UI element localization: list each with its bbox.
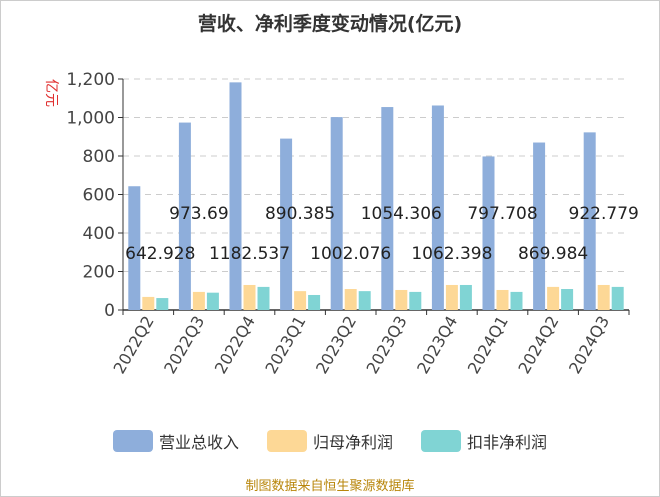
- data-label: 922.779: [569, 204, 639, 224]
- bar-2: [510, 291, 523, 310]
- y-tick-label: 200: [83, 263, 115, 283]
- legend-item[interactable]: 扣非净利润: [421, 429, 547, 453]
- x-tick-label: 2023Q1: [261, 313, 309, 377]
- bar-2: [156, 298, 169, 310]
- x-tick-label: 2022Q2: [110, 313, 158, 377]
- data-label: 797.708: [467, 204, 537, 224]
- data-label: 869.984: [518, 244, 588, 264]
- bar-0: [229, 82, 242, 310]
- x-tick-label: 2022Q4: [211, 313, 259, 377]
- data-label: 1002.076: [310, 244, 391, 264]
- bar-1: [142, 296, 155, 310]
- legend-item[interactable]: 归母净利润: [266, 429, 393, 453]
- bar-0: [128, 186, 141, 310]
- bar-2: [409, 291, 422, 310]
- bar-1: [294, 291, 307, 310]
- bar-1: [192, 291, 205, 310]
- bar-1: [547, 286, 560, 310]
- bar-2: [459, 284, 472, 310]
- bar-1: [243, 284, 256, 310]
- x-tick-label: 2023Q4: [413, 313, 461, 377]
- y-tick-label: 1,000: [66, 109, 115, 129]
- bar-2: [308, 294, 321, 310]
- bar-1: [395, 289, 408, 310]
- x-tick-label: 2024Q1: [464, 313, 512, 377]
- legend-label: 归母净利润: [312, 433, 393, 452]
- data-label: 1182.537: [209, 244, 290, 264]
- bar-0: [178, 122, 191, 311]
- y-tick-label: 0: [104, 301, 115, 321]
- x-tick-label: 2024Q3: [565, 313, 613, 377]
- bar-1: [445, 284, 458, 310]
- x-tick-label: 2022Q3: [160, 313, 208, 377]
- y-tick-label: 600: [83, 186, 115, 206]
- bar-0: [431, 105, 444, 310]
- data-label: 1062.398: [411, 244, 492, 264]
- bar-0: [280, 138, 293, 310]
- bar-1: [597, 284, 610, 310]
- legend-swatch: [266, 430, 307, 452]
- bar-0: [482, 156, 495, 310]
- data-label: 642.928: [125, 244, 195, 264]
- bar-2: [257, 286, 270, 310]
- y-tick-label: 400: [83, 224, 115, 244]
- bar-0: [583, 132, 596, 310]
- bar-2: [206, 292, 219, 310]
- bar-2: [358, 291, 371, 310]
- data-label: 1054.306: [361, 204, 442, 224]
- y-tick-label: 800: [83, 147, 115, 167]
- legend: 营业总收入 归母净利润 扣非净利润: [1, 429, 659, 453]
- legend-item[interactable]: 营业总收入: [112, 429, 239, 453]
- legend-label: 营业总收入: [158, 433, 239, 452]
- bar-2: [561, 289, 574, 310]
- y-axis-label: 亿元: [43, 79, 59, 107]
- x-tick-label: 2024Q2: [514, 313, 562, 377]
- bar-1: [496, 289, 509, 310]
- data-label: 890.385: [265, 204, 335, 224]
- bar-0: [381, 107, 394, 310]
- x-tick-label: 2023Q2: [312, 313, 360, 377]
- bar-0: [533, 142, 546, 310]
- source-note: 制图数据来自恒生聚源数据库: [245, 479, 415, 494]
- bar-1: [344, 289, 357, 310]
- legend-label: 扣非净利润: [467, 433, 548, 452]
- chart-title: 营收、净利季度变动情况(亿元): [197, 13, 463, 35]
- legend-swatch: [112, 430, 153, 452]
- data-label: 973.69: [169, 204, 228, 224]
- bar-0: [330, 117, 343, 310]
- bar-2: [611, 286, 624, 310]
- x-tick-label: 2023Q3: [363, 313, 411, 377]
- legend-swatch: [421, 430, 461, 452]
- y-tick-label: 1,200: [66, 70, 115, 90]
